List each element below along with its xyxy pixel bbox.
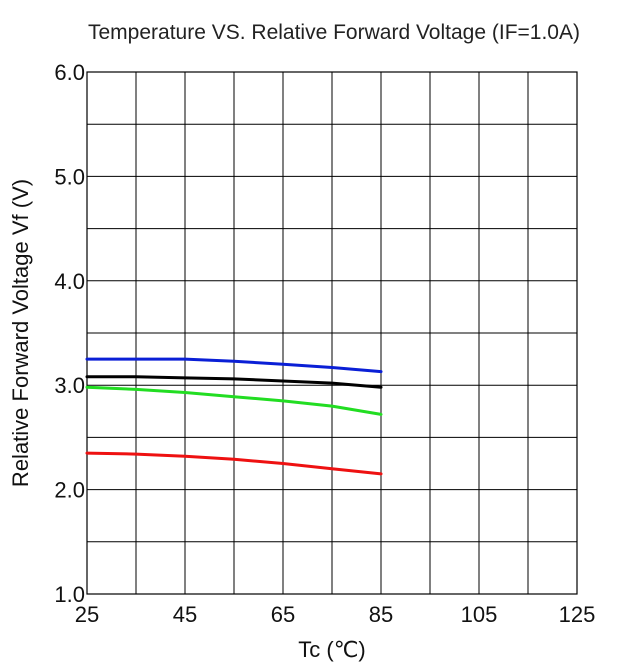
plot-area <box>86 71 578 595</box>
y-tick-label: 4.0 <box>54 269 85 294</box>
y-tick-label: 6.0 <box>54 60 85 85</box>
series-line <box>85 385 383 416</box>
x-tick-label: 65 <box>271 602 295 627</box>
y-axis-label: Relative Forward Voltage Vf (V) <box>8 179 33 487</box>
x-tick-label: 25 <box>75 602 99 627</box>
x-axis-label: Tc (℃) <box>298 637 365 662</box>
y-tick-label: 5.0 <box>54 164 85 189</box>
x-tick-label: 125 <box>559 602 596 627</box>
series-line <box>85 451 383 476</box>
y-tick-label: 1.0 <box>54 582 85 607</box>
grid <box>87 72 577 594</box>
x-tick-label: 45 <box>173 602 197 627</box>
chart-title: Temperature VS. Relative Forward Voltage… <box>88 21 580 44</box>
y-tick-labels: 1.0 2.0 3.0 4.0 5.0 6.0 <box>54 60 85 607</box>
x-tick-labels: 25 45 65 85 105 125 <box>75 602 596 627</box>
series-line <box>85 375 383 389</box>
x-tick-label: 85 <box>369 602 393 627</box>
y-tick-label: 2.0 <box>54 478 85 503</box>
y-tick-label: 3.0 <box>54 373 85 398</box>
series-group <box>85 357 383 476</box>
x-tick-label: 105 <box>461 602 498 627</box>
series-line <box>85 357 383 374</box>
